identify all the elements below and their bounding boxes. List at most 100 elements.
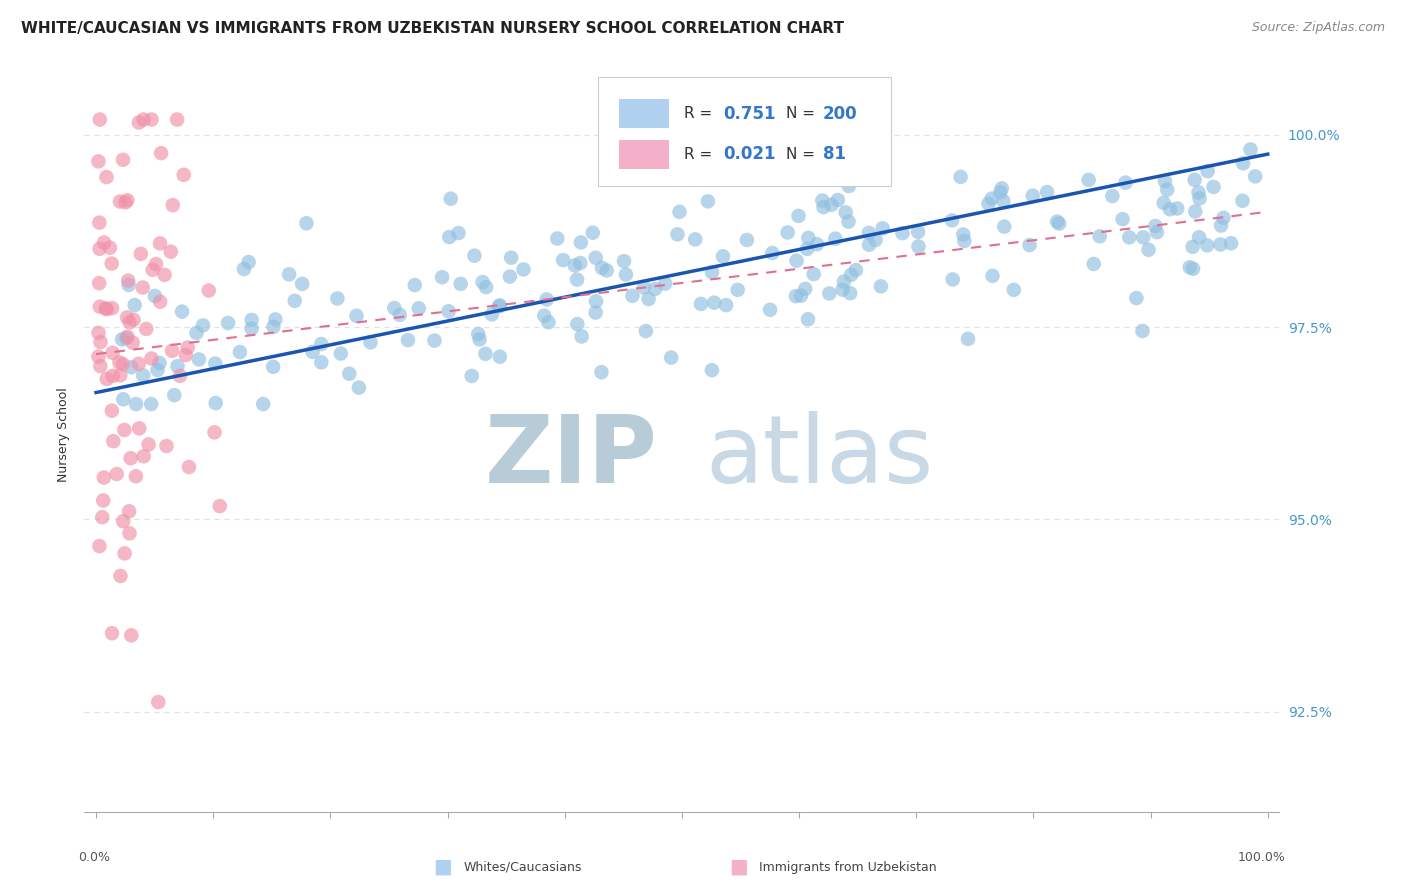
Point xyxy=(993,194,1015,208)
Point xyxy=(278,268,301,282)
Point xyxy=(977,196,1000,211)
Point xyxy=(148,356,170,370)
Point xyxy=(118,315,141,329)
Point xyxy=(696,194,718,209)
Point xyxy=(907,225,929,239)
Point xyxy=(121,335,143,350)
Point xyxy=(169,368,191,383)
Point xyxy=(440,192,463,206)
Point xyxy=(990,181,1012,195)
Point xyxy=(839,268,862,282)
Point xyxy=(93,235,115,250)
Point xyxy=(120,360,142,375)
Point xyxy=(132,450,155,464)
Point xyxy=(89,216,111,230)
Point xyxy=(382,301,405,315)
Point xyxy=(115,310,138,325)
Point xyxy=(110,569,132,583)
Point xyxy=(187,352,209,367)
Point xyxy=(229,345,252,359)
Point xyxy=(1188,191,1211,205)
Point xyxy=(1111,212,1133,227)
Point xyxy=(450,277,472,291)
Point xyxy=(166,112,188,127)
Point xyxy=(89,334,111,349)
Point xyxy=(1132,230,1154,244)
Point xyxy=(240,321,263,335)
Point xyxy=(108,194,131,209)
Point xyxy=(87,350,110,364)
Point xyxy=(1077,173,1099,187)
Point xyxy=(1156,183,1178,197)
Point xyxy=(1187,186,1209,200)
Point xyxy=(105,467,128,481)
Point xyxy=(512,262,534,277)
Point xyxy=(176,341,198,355)
Point xyxy=(142,262,165,277)
Point xyxy=(567,317,589,331)
Point xyxy=(143,289,166,303)
Text: ▪: ▪ xyxy=(728,853,748,881)
Point xyxy=(613,254,636,268)
Point xyxy=(582,226,605,240)
Point xyxy=(1159,202,1181,217)
Point xyxy=(831,283,853,297)
Point xyxy=(1244,169,1267,184)
Point xyxy=(114,195,136,210)
Point xyxy=(89,300,111,314)
Point xyxy=(118,526,141,541)
Point xyxy=(111,333,134,347)
Point xyxy=(111,153,134,167)
Point xyxy=(952,227,974,242)
Point xyxy=(262,359,284,374)
Point xyxy=(1022,188,1045,202)
Point xyxy=(128,421,150,435)
Point xyxy=(112,514,135,528)
Point xyxy=(262,319,284,334)
Point xyxy=(537,315,560,329)
Point xyxy=(845,263,868,277)
Point xyxy=(132,112,155,127)
Point xyxy=(129,247,152,261)
Point xyxy=(112,423,135,437)
Point xyxy=(163,388,186,402)
Point xyxy=(1046,214,1069,228)
Point xyxy=(100,256,122,270)
Text: 100.0%: 100.0% xyxy=(1237,851,1285,864)
Point xyxy=(396,333,419,347)
Point xyxy=(252,397,274,411)
Point xyxy=(1146,225,1168,239)
Point xyxy=(870,279,893,293)
Point xyxy=(208,499,231,513)
Point xyxy=(569,256,592,270)
Point xyxy=(1002,283,1025,297)
Point xyxy=(439,230,461,244)
Point xyxy=(174,348,197,362)
Point xyxy=(217,316,239,330)
Point xyxy=(114,546,136,560)
Point xyxy=(956,332,979,346)
Point xyxy=(824,232,846,246)
Point xyxy=(96,170,118,185)
Point xyxy=(942,272,965,286)
Point xyxy=(360,335,382,350)
Point xyxy=(1220,236,1243,251)
Point xyxy=(1166,202,1188,216)
Point xyxy=(735,233,758,247)
Point xyxy=(1184,173,1206,187)
Point xyxy=(1132,324,1154,338)
Point xyxy=(91,510,114,524)
Point xyxy=(1202,180,1225,194)
Point xyxy=(120,628,142,642)
Point xyxy=(153,268,176,282)
Point xyxy=(89,112,111,127)
Point xyxy=(827,193,849,207)
Point xyxy=(872,221,894,235)
Point xyxy=(666,227,689,242)
Text: 200: 200 xyxy=(823,104,858,123)
Point xyxy=(591,260,613,275)
Point xyxy=(533,309,555,323)
Point xyxy=(536,293,558,307)
Point xyxy=(474,347,496,361)
Point xyxy=(170,304,193,318)
